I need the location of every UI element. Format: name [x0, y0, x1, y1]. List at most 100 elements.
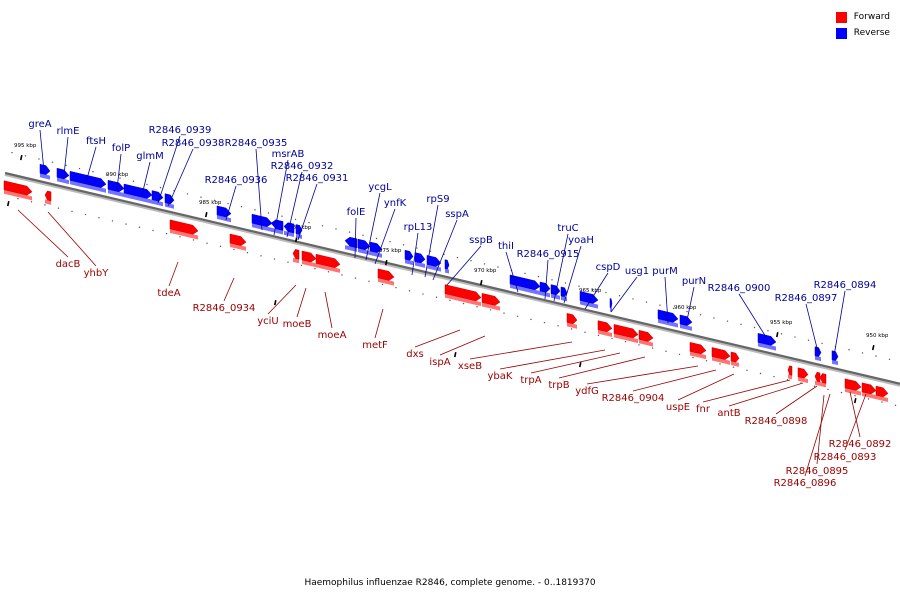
label-R2846_0897: R2846_0897 — [775, 293, 837, 353]
gene-R2846_0897[interactable] — [814, 346, 822, 362]
gene-moeB[interactable] — [301, 250, 317, 268]
gene-shadow — [415, 261, 425, 268]
gene-glmM[interactable] — [123, 183, 153, 204]
gene-rpS9[interactable] — [414, 252, 426, 268]
gene-dacB[interactable] — [3, 180, 33, 201]
minor-tick-lower — [449, 299, 451, 302]
minor-tick-lower — [584, 331, 586, 333]
minor-tick-lower — [786, 379, 789, 381]
gene-greA[interactable] — [39, 163, 51, 180]
gene-shadow — [862, 391, 876, 400]
label-R2846_0893: R2846_0893 — [814, 393, 876, 463]
gene-R2846_0894[interactable] — [831, 350, 839, 366]
minor-tick-upper — [254, 209, 256, 211]
gene-R2846_0938[interactable] — [164, 193, 175, 209]
minor-tick-lower — [395, 286, 397, 289]
gene-shadow — [427, 264, 441, 272]
label-R2846_0932: R2846_0932 — [271, 161, 333, 238]
leader-line — [157, 135, 181, 204]
minor-tick-upper — [105, 174, 108, 176]
gene-rlmE[interactable] — [56, 167, 70, 185]
minor-tick-upper — [699, 314, 702, 316]
gene-antB[interactable] — [797, 367, 809, 384]
gene-body — [560, 286, 568, 298]
minor-tick-lower — [489, 309, 492, 311]
gene-rpL13[interactable] — [404, 249, 414, 266]
gene-label: R2846_0931 — [286, 173, 349, 184]
gene-cspD[interactable] — [579, 291, 599, 309]
gene-purN[interactable] — [679, 314, 693, 331]
minor-tick-lower — [71, 210, 73, 213]
leader-line — [805, 303, 819, 353]
minor-tick-lower — [260, 255, 262, 257]
gene-label: tdeA — [157, 288, 180, 299]
minor-tick-upper — [335, 228, 337, 230]
gene-xseB[interactable] — [566, 313, 578, 329]
gene-R2846_0896[interactable] — [819, 373, 827, 388]
gene-metF[interactable] — [377, 268, 395, 286]
gene-ydfG[interactable] — [689, 342, 707, 360]
gene-shadow — [510, 283, 540, 295]
gene-yhbY[interactable] — [44, 190, 52, 205]
gene-msrAB[interactable] — [270, 219, 284, 235]
gene-moeA[interactable] — [315, 253, 341, 273]
gene-yciU[interactable] — [292, 249, 300, 264]
reverse-swatch — [835, 27, 847, 39]
label-usg1: usg1 — [610, 266, 649, 313]
label-xseB: xseB — [458, 341, 573, 372]
gene-body — [481, 293, 501, 306]
gene-body — [819, 373, 827, 384]
gene-ftsH[interactable] — [69, 170, 107, 193]
gene-thiI[interactable] — [509, 274, 541, 295]
gene-shadow — [378, 277, 394, 286]
label-moeA: moeA — [318, 291, 347, 341]
leader-line — [141, 161, 151, 196]
gene-folP[interactable] — [107, 179, 125, 198]
minor-tick-upper — [848, 349, 850, 351]
gene-usg1[interactable] — [609, 298, 613, 312]
gene-shadow — [815, 380, 820, 386]
gene-purM[interactable] — [657, 309, 679, 328]
gene-truC[interactable] — [550, 284, 561, 300]
gene-sspB[interactable] — [444, 259, 450, 274]
gene-label: purN — [682, 276, 706, 287]
gene-dxs[interactable] — [444, 284, 482, 307]
gene-shadow — [567, 322, 577, 329]
gene-sspA[interactable] — [426, 255, 442, 272]
gene-shadow — [731, 360, 739, 367]
gene-R2846_0939[interactable] — [151, 190, 164, 207]
gene-shadow — [845, 387, 861, 396]
gene-R2846_0900[interactable] — [757, 333, 777, 351]
label-moeB: moeB — [283, 287, 312, 330]
gene-uspE[interactable] — [730, 351, 740, 367]
gene-R2846_0892[interactable] — [844, 378, 862, 396]
minor-tick-upper — [645, 301, 648, 303]
gene-R2846_0904[interactable] — [711, 347, 731, 365]
leader-line — [738, 293, 767, 338]
gene-trpB[interactable] — [638, 329, 654, 347]
gene-trpA[interactable] — [613, 324, 639, 344]
leader-line — [586, 365, 699, 385]
minor-tick-upper — [888, 358, 891, 360]
gene-ispA[interactable] — [481, 293, 501, 311]
gene-ycgL[interactable] — [357, 238, 371, 255]
gene-tdeA[interactable] — [169, 219, 199, 240]
gene-ybaK[interactable] — [597, 320, 613, 337]
gene-label: msrAB — [272, 149, 305, 160]
minor-tick-upper — [605, 291, 607, 294]
label-ynfK: ynfK — [374, 198, 407, 265]
label-R2846_0934: R2846_0934 — [193, 277, 255, 314]
gene-yoaH[interactable] — [560, 286, 568, 302]
gene-fnr[interactable] — [787, 365, 793, 380]
gene-R2846_0895[interactable] — [875, 385, 889, 402]
minor-tick-upper — [780, 333, 783, 335]
gene-R2846_0934[interactable] — [229, 233, 247, 251]
label-R2846_0894: R2846_0894 — [814, 280, 876, 357]
gene-R2846_0898[interactable] — [814, 371, 821, 386]
gene-R2846_0893[interactable] — [861, 382, 877, 400]
minor-tick-lower — [840, 391, 843, 394]
minor-tick-upper — [294, 218, 297, 221]
gene-R2846_0936[interactable] — [216, 205, 232, 223]
minor-tick-lower — [773, 375, 775, 378]
minor-tick-lower — [692, 356, 694, 359]
